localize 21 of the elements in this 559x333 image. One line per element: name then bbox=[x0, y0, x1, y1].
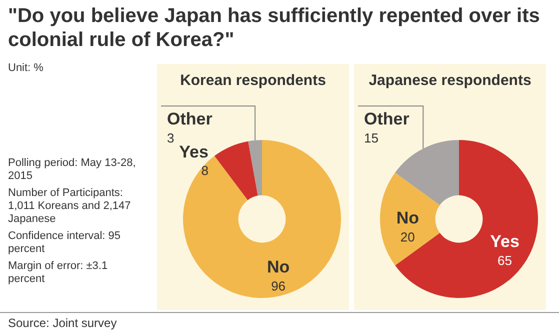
slice-label: No bbox=[266, 257, 290, 276]
slice-label: Yes bbox=[179, 142, 208, 162]
slice-label: Other bbox=[167, 110, 213, 129]
data-label: 20 bbox=[400, 230, 415, 245]
slice-label: No bbox=[396, 208, 419, 228]
source-note: Source: Joint survey bbox=[8, 316, 118, 330]
chart-title: Japanese respondents bbox=[368, 72, 532, 90]
data-label: 8 bbox=[201, 163, 208, 178]
text: Polling period: May 13-28, 2015 bbox=[8, 157, 137, 183]
text: Unit: % bbox=[8, 62, 44, 75]
text: Confidence interval: 95 percent bbox=[8, 230, 122, 256]
slice-label: Yes bbox=[490, 232, 520, 251]
text: Margin of error: ±3.1 percent bbox=[8, 260, 109, 286]
chart-title: Korean respondents bbox=[179, 72, 327, 90]
data-label: 3 bbox=[167, 130, 174, 146]
slice-label: Other bbox=[364, 110, 410, 129]
text: Number of Participants: 1,011 Koreans and 2,147 Japanese bbox=[8, 187, 132, 226]
text: "Do you believe Japan has sufficiently repented over its colonial rule of Korea?" bbox=[8, 4, 541, 52]
data-label: 15 bbox=[364, 130, 378, 146]
data-label: 65 bbox=[498, 252, 512, 268]
data-label: 96 bbox=[271, 278, 286, 294]
